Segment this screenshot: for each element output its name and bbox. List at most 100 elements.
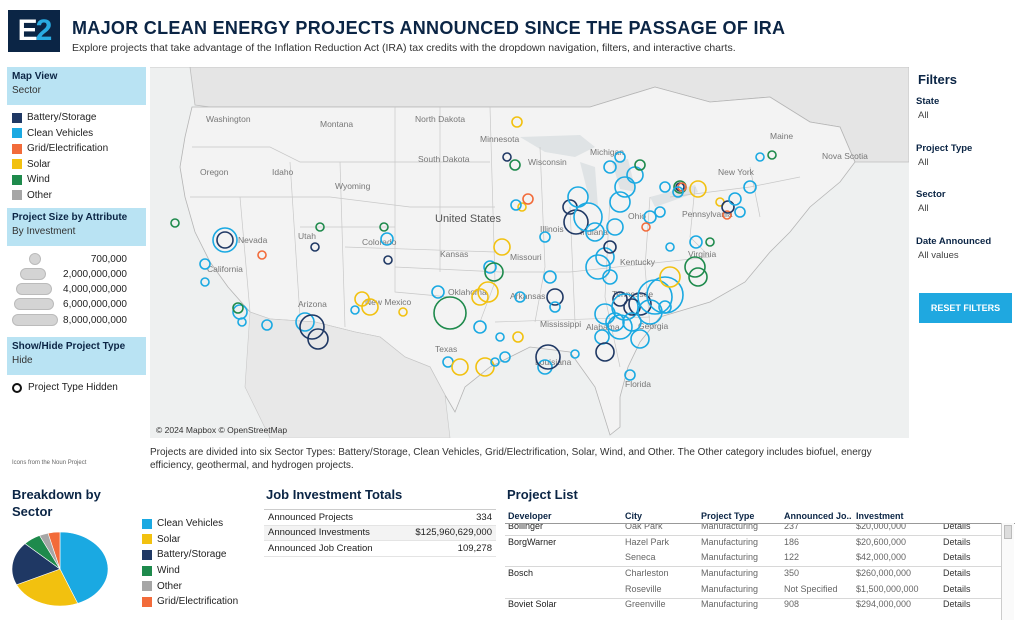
column-header-city[interactable]: City: [625, 511, 643, 521]
project-marker[interactable]: [549, 301, 561, 313]
project-marker[interactable]: [537, 359, 553, 375]
project-marker[interactable]: [499, 351, 511, 363]
project-marker[interactable]: [573, 202, 603, 232]
details-link[interactable]: Details: [943, 584, 971, 594]
pie-slice-grid-electrification[interactable]: [47, 531, 61, 570]
project-marker[interactable]: [514, 291, 526, 303]
size-by-dropdown[interactable]: Project Size by Attribute By Investment: [7, 208, 146, 246]
pie-legend-item[interactable]: Grid/Electrification: [142, 594, 238, 610]
project-marker[interactable]: [216, 231, 234, 249]
project-marker[interactable]: [689, 180, 707, 198]
project-marker[interactable]: [721, 200, 735, 214]
project-marker[interactable]: [659, 181, 671, 193]
project-marker[interactable]: [295, 312, 315, 332]
project-marker[interactable]: [643, 210, 657, 224]
project-marker[interactable]: [475, 357, 495, 377]
project-marker[interactable]: [705, 237, 715, 247]
legend-item[interactable]: Solar: [12, 157, 108, 173]
pie-slice-clean-vehicles[interactable]: [59, 531, 109, 604]
project-marker[interactable]: [630, 329, 650, 349]
project-marker[interactable]: [641, 222, 651, 232]
project-marker[interactable]: [623, 298, 641, 316]
project-marker[interactable]: [665, 242, 675, 252]
project-marker[interactable]: [517, 202, 527, 212]
project-marker[interactable]: [612, 291, 628, 307]
filter-date-value[interactable]: All values: [918, 250, 959, 261]
project-marker[interactable]: [634, 159, 646, 171]
project-marker[interactable]: [539, 231, 551, 243]
project-marker[interactable]: [483, 260, 497, 274]
project-marker[interactable]: [484, 262, 504, 282]
column-header-jobs[interactable]: Announced Jo..: [784, 511, 852, 521]
column-header-developer[interactable]: Developer: [508, 511, 552, 521]
project-marker[interactable]: [654, 206, 666, 218]
project-marker[interactable]: [722, 210, 732, 220]
pie-slice-solar[interactable]: [16, 568, 79, 607]
project-marker[interactable]: [232, 302, 244, 314]
project-marker[interactable]: [477, 281, 499, 303]
project-map[interactable]: Washington Montana North Dakota Minnesota Or…: [150, 67, 909, 438]
pie-legend-item[interactable]: Clean Vehicles: [142, 516, 238, 532]
project-marker[interactable]: [490, 357, 500, 367]
pie-legend-item[interactable]: Battery/Storage: [142, 547, 238, 563]
project-marker[interactable]: [473, 320, 487, 334]
project-marker[interactable]: [535, 344, 561, 370]
project-marker[interactable]: [315, 222, 325, 232]
project-marker[interactable]: [350, 305, 360, 315]
project-marker[interactable]: [659, 266, 681, 288]
reset-filters-button[interactable]: RESET FILTERS: [919, 293, 1012, 323]
scrollbar-thumb[interactable]: [1004, 525, 1012, 539]
details-link[interactable]: Details: [943, 523, 971, 531]
project-marker[interactable]: [199, 258, 211, 270]
project-marker[interactable]: [307, 328, 329, 350]
project-marker[interactable]: [398, 307, 408, 317]
project-marker[interactable]: [379, 222, 389, 232]
project-marker[interactable]: [510, 199, 522, 211]
sector-pie-chart[interactable]: [8, 530, 112, 608]
project-marker[interactable]: [734, 206, 746, 218]
filter-sector-value[interactable]: All: [918, 203, 929, 214]
project-marker[interactable]: [585, 222, 605, 242]
legend-item[interactable]: Wind: [12, 172, 108, 188]
pie-legend-item[interactable]: Solar: [142, 532, 238, 548]
map-view-dropdown[interactable]: Map View Sector: [7, 67, 146, 105]
pie-legend-item[interactable]: Other: [142, 578, 238, 594]
details-link[interactable]: Details: [943, 599, 971, 609]
details-link[interactable]: Details: [943, 537, 971, 547]
project-marker[interactable]: [743, 180, 757, 194]
map-canvas[interactable]: Washington Montana North Dakota Minnesota Or…: [150, 67, 909, 438]
project-marker[interactable]: [310, 242, 320, 252]
project-marker[interactable]: [512, 331, 524, 343]
project-marker[interactable]: [200, 277, 210, 287]
project-marker[interactable]: [546, 288, 564, 306]
project-marker[interactable]: [451, 358, 469, 376]
project-marker[interactable]: [495, 332, 505, 342]
project-marker[interactable]: [509, 159, 521, 171]
project-marker[interactable]: [212, 227, 238, 253]
project-marker[interactable]: [658, 300, 672, 314]
project-marker[interactable]: [614, 176, 636, 198]
project-marker[interactable]: [361, 298, 379, 316]
project-list-scrollbar[interactable]: [1001, 523, 1014, 620]
filter-state-value[interactable]: All: [918, 110, 929, 121]
project-marker[interactable]: [603, 160, 617, 174]
column-header-investment[interactable]: Investment: [856, 511, 904, 521]
project-marker[interactable]: [607, 314, 633, 340]
project-marker[interactable]: [684, 256, 706, 278]
legend-item[interactable]: Clean Vehicles: [12, 126, 108, 142]
project-marker[interactable]: [257, 250, 267, 260]
project-marker[interactable]: [595, 342, 615, 362]
project-marker[interactable]: [767, 150, 777, 160]
project-marker[interactable]: [595, 247, 615, 267]
project-marker[interactable]: [614, 151, 626, 163]
filter-project-type-value[interactable]: All: [918, 157, 929, 168]
project-marker[interactable]: [170, 218, 180, 228]
project-marker[interactable]: [511, 116, 523, 128]
project-marker[interactable]: [606, 218, 624, 236]
details-link[interactable]: Details: [943, 568, 971, 578]
project-marker[interactable]: [299, 314, 325, 340]
project-marker[interactable]: [688, 267, 708, 287]
project-marker[interactable]: [585, 254, 611, 280]
project-marker[interactable]: [383, 255, 393, 265]
project-marker[interactable]: [603, 240, 617, 254]
